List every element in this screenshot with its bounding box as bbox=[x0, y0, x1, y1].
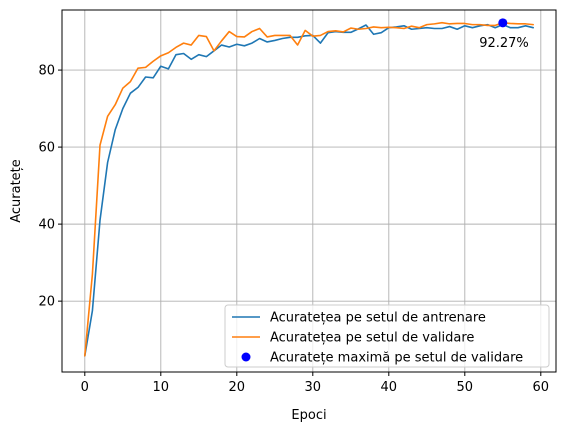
max-validation-point bbox=[498, 18, 508, 28]
max-point-annotation: 92.27% bbox=[479, 36, 529, 51]
x-tick-label: 20 bbox=[229, 380, 246, 395]
grid-layer bbox=[62, 10, 556, 372]
x-tick-label: 60 bbox=[533, 380, 550, 395]
x-tick-label: 30 bbox=[305, 380, 322, 395]
y-tick-label: 80 bbox=[38, 64, 55, 79]
legend-label-train: Acuratețea pe setul de antrenare bbox=[270, 311, 486, 326]
legend-box bbox=[224, 304, 550, 368]
legend-swatch-max bbox=[241, 352, 251, 362]
x-tick-label: 10 bbox=[153, 380, 170, 395]
x-tick-label: 0 bbox=[81, 380, 89, 395]
y-tick-label: 60 bbox=[38, 141, 55, 156]
y-tick-label: 20 bbox=[38, 295, 55, 310]
series-line-train bbox=[84, 23, 535, 357]
y-axis-label: Acuratețe bbox=[9, 159, 24, 223]
ticks-layer: 0 10 20 30 40 50 60 20 40 60 80 bbox=[38, 64, 549, 395]
x-tick-label: 40 bbox=[381, 380, 398, 395]
legend-label-max: Acuratețe maximă pe setul de validare bbox=[270, 351, 523, 366]
series-layer bbox=[84, 21, 535, 357]
x-axis-label: Epoci bbox=[291, 408, 326, 423]
legend: Acuratețea pe setul de antrenare Acurate… bbox=[224, 304, 550, 368]
legend-label-val: Acuratețea pe setul de validare bbox=[270, 331, 474, 346]
marker-layer bbox=[498, 18, 508, 28]
plot-frame bbox=[61, 9, 557, 373]
series-line-validation bbox=[84, 21, 535, 357]
x-tick-label: 50 bbox=[457, 380, 474, 395]
y-tick-label: 40 bbox=[38, 218, 55, 233]
